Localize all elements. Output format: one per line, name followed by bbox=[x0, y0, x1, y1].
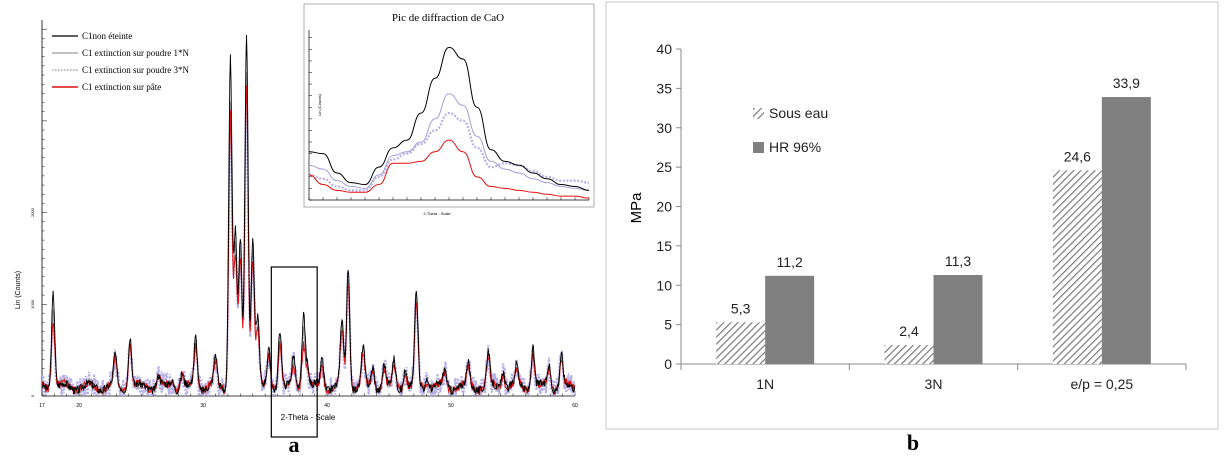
inset-x-axis-label: 2-Theta - Scale bbox=[423, 211, 451, 216]
y-axis-label: Lin (Counts) bbox=[15, 271, 22, 309]
strength-bar-chart: 0 5 10 15 20 25 30 35 40 1N 3N e/p = 0,25 5,3 2,4 24,… bbox=[605, 1, 1219, 455]
y-tick-label: 5 bbox=[664, 317, 672, 333]
x-tick-label: 17 bbox=[39, 403, 45, 409]
x-tick-label: 60 bbox=[572, 403, 578, 409]
panel-a: 0 1000 2000 17 20 30 40 50 60 2-Theta - Scale Li… bbox=[0, 0, 600, 457]
panel-label-b: b bbox=[907, 430, 919, 453]
xrd-traces bbox=[42, 34, 575, 396]
bar-value-label: 24,6 bbox=[1064, 148, 1091, 164]
inset-axes bbox=[308, 30, 590, 201]
inset-title: Pic de diffraction de CaO bbox=[392, 12, 504, 24]
x-tick-label: 3N bbox=[925, 376, 943, 392]
legend-label-1n: C1 extinction sur poudre 1*N bbox=[82, 48, 189, 58]
bar-hr96 bbox=[1101, 97, 1151, 364]
legend-label-c1: C1non éteinte bbox=[82, 31, 132, 41]
y-tick-label: 25 bbox=[656, 159, 672, 175]
y-tick-label: 0 bbox=[664, 356, 672, 372]
legend-swatch-hr96 bbox=[753, 142, 764, 153]
x-tick-label: 20 bbox=[76, 403, 82, 409]
bar-value-label: 2,4 bbox=[899, 323, 919, 339]
inset-trace-1n bbox=[308, 93, 590, 191]
legend-label-pate: C1 extinction sur pâte bbox=[82, 82, 161, 92]
y-tick-label: 10 bbox=[656, 277, 672, 293]
bar-value-label: 11,2 bbox=[777, 254, 803, 270]
x-tick-label: e/p = 0,25 bbox=[1070, 376, 1133, 392]
cao-peak-highlight-box bbox=[270, 266, 318, 438]
x-axis-label: 2-Theta - Scale bbox=[281, 413, 336, 422]
panel-b: 0 5 10 15 20 25 30 35 40 1N 3N e/p = 0,25 5,3 2,4 24,… bbox=[600, 0, 1226, 455]
x-tick-label: 40 bbox=[324, 403, 330, 409]
legend-label-3n: C1 extinction sur poudre 3*N bbox=[82, 65, 189, 75]
bar-value-label: 33,9 bbox=[1113, 75, 1140, 91]
inset-trace-3n bbox=[308, 111, 590, 192]
bar-hr96 bbox=[933, 275, 983, 364]
legend-label-hr96: HR 96% bbox=[769, 139, 821, 155]
y-tick-label: 20 bbox=[656, 199, 672, 215]
inset-y-axis-label: Lin (Counts) bbox=[317, 93, 322, 115]
bar-sous-eau bbox=[884, 345, 934, 364]
bar-sous-eau bbox=[1052, 170, 1102, 364]
y-tick-label: 35 bbox=[656, 80, 672, 96]
y-tick-label: 1000 bbox=[30, 299, 35, 309]
legend-swatch-sous-eau bbox=[753, 108, 764, 119]
y-tick-label: 30 bbox=[656, 120, 672, 136]
panel-label-a: a bbox=[289, 432, 300, 453]
inset-cao-peak: Pic de diffraction de CaO 2-Theta - Scal… bbox=[303, 3, 595, 216]
bar-sous-eau bbox=[716, 322, 766, 364]
y-axis-label: MPa bbox=[628, 192, 645, 224]
bar-marks bbox=[716, 97, 1151, 364]
inset-frame bbox=[303, 3, 595, 208]
x-tick-label: 30 bbox=[200, 403, 206, 409]
y-tick-label: 40 bbox=[656, 41, 672, 57]
inset-trace-c1 bbox=[308, 46, 590, 191]
x-tick-label: 50 bbox=[448, 403, 454, 409]
bar-value-label: 5,3 bbox=[731, 300, 751, 316]
y-tick-label: 2000 bbox=[30, 207, 35, 217]
inset-traces bbox=[308, 46, 590, 199]
trace-c1 bbox=[42, 34, 575, 396]
inset-trace-pate bbox=[308, 139, 590, 199]
y-tick-label: 15 bbox=[656, 238, 672, 254]
bar-legend: Sous eau HR 96% bbox=[753, 105, 828, 155]
y-tick-label: 0 bbox=[30, 394, 35, 397]
bar-hr96 bbox=[765, 275, 815, 364]
legend-label-sous-eau: Sous eau bbox=[769, 105, 828, 121]
xrd-chart: 0 1000 2000 17 20 30 40 50 60 2-Theta - Scale Li… bbox=[15, 3, 595, 457]
xrd-legend: C1non éteinte C1 extinction sur poudre 1… bbox=[52, 31, 189, 92]
bar-value-label: 11,3 bbox=[945, 253, 971, 269]
x-tick-label: 1N bbox=[756, 376, 774, 392]
bar-data-labels: 5,3 2,4 24,6 11,2 11,3 33,9 bbox=[731, 75, 1140, 339]
xrd-axes: 0 1000 2000 17 20 30 40 50 60 bbox=[30, 20, 578, 409]
